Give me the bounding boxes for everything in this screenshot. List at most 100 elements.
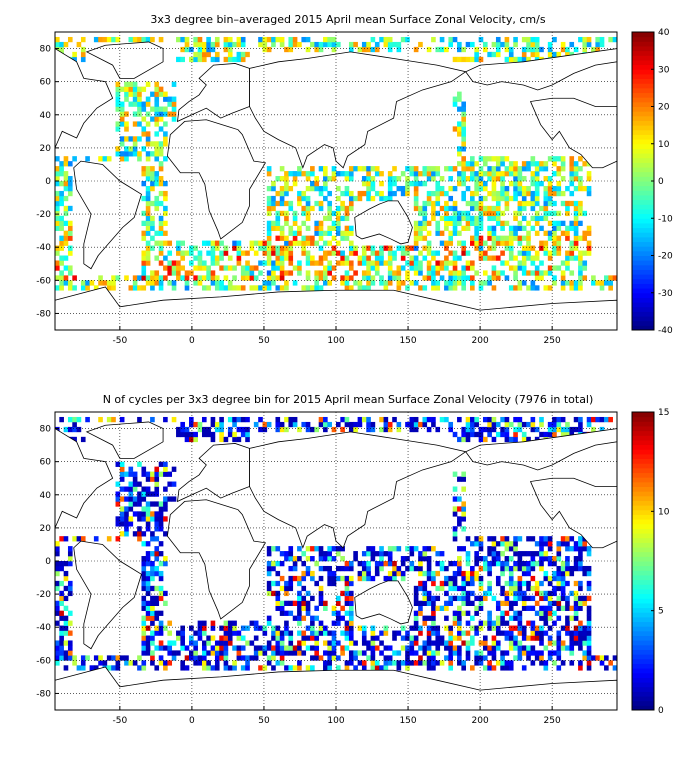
bin-cell [292,240,298,246]
bin-cell [582,635,588,641]
bin-cell [560,41,566,48]
bin-cell [573,416,579,423]
bin-cell [487,245,492,251]
bin-cell [154,625,160,631]
bin-cell [530,46,536,53]
bin-cell [55,190,60,197]
bin-cell [513,41,518,48]
bin-cell [158,200,164,207]
bin-cell [379,665,384,671]
bin-cell [223,650,229,656]
bin-cell [457,650,462,656]
bin-cell [500,650,505,656]
bin-cell [470,431,475,438]
bin-cell [348,426,354,433]
bin-cell [154,86,160,92]
bin-cell [400,645,406,651]
bin-cell [253,645,259,651]
bin-cell [565,265,570,271]
bin-cell [491,275,497,281]
bin-cell [379,416,384,423]
bin-cell [67,416,73,423]
bin-cell [569,280,575,286]
bin-cell [366,561,371,567]
bin-cell [348,41,354,48]
bin-cell [72,51,77,58]
bin-cell [560,541,566,547]
bin-cell [565,625,570,631]
bin-cell [495,270,501,276]
bin-cell [288,200,294,207]
bin-cell [323,630,328,636]
bin-cell [543,556,549,562]
bin-cell [444,280,449,286]
bin-cell [348,240,354,246]
bin-cell [569,225,575,231]
bin-cell [599,660,605,666]
bin-cell [353,195,358,202]
bin-cell [145,205,151,212]
bin-cell [526,605,531,611]
bin-cell [189,431,194,438]
bin-cell [534,541,540,547]
bin-cell [504,561,510,567]
bin-cell [193,36,198,43]
bin-cell [301,285,307,291]
bin-cell [180,255,185,261]
bin-cell [158,146,164,152]
bin-cell [206,265,211,271]
bin-cell [284,426,289,433]
bin-cell [323,650,328,656]
bin-cell [327,205,332,212]
bin-cell [396,426,402,433]
bin-cell [201,426,207,433]
bin-cell [534,551,540,557]
bin-cell [154,81,160,87]
bin-cell [314,176,320,182]
bin-cell [167,630,173,636]
bin-cell [167,250,173,256]
bin-cell [184,431,190,438]
bin-cell [59,416,64,423]
bin-cell [573,610,579,616]
y-tick-label: 60 [40,458,52,468]
bin-cell [513,190,518,197]
bin-cell [586,171,592,177]
bin-cell [145,635,151,641]
bin-cell [435,250,441,256]
bin-cell [582,541,588,547]
bin-cell [93,665,99,671]
bin-cell [297,41,302,48]
bin-cell [366,645,371,651]
bin-cell [305,46,311,53]
land-polygon [177,443,250,503]
bin-cell [63,620,69,626]
bin-cell [314,41,320,48]
bin-cell [560,536,566,542]
bin-cell [137,536,142,542]
bin-cell [504,275,510,281]
bin-cell [331,225,337,231]
bin-cell [236,245,242,251]
bin-cell [67,551,73,557]
bin-cell [387,260,393,266]
bin-cell [530,181,536,187]
bin-cell [141,605,147,611]
bin-cell [163,506,168,512]
bin-cell [431,190,436,197]
bin-cell [604,416,609,423]
bin-cell [521,605,527,611]
bin-cell [400,575,406,582]
bin-cell [470,220,475,226]
bin-cell [132,86,138,92]
bin-cell [374,250,380,256]
bin-cell [193,56,198,63]
bin-cell [526,220,531,226]
bin-cell [344,225,350,231]
bin-cell [197,625,203,631]
bin-cell [361,250,367,256]
bin-cell [422,166,428,172]
bin-cell [422,640,428,646]
bin-cell [232,620,237,626]
bin-cell [197,635,203,641]
